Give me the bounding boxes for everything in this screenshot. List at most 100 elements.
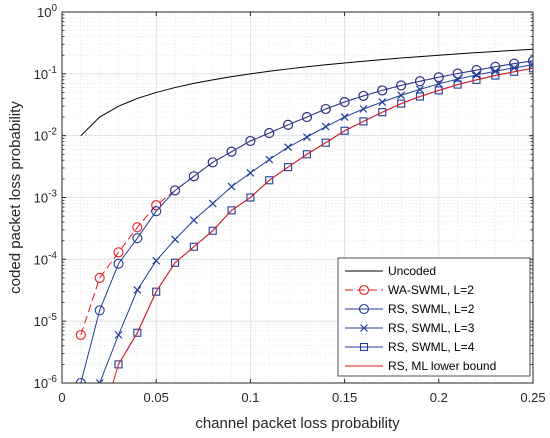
data-point-square (397, 99, 406, 108)
series-rs-swml-l-2 (75, 55, 533, 383)
data-point-square (284, 163, 293, 172)
data-point-circle (301, 112, 312, 123)
y-tick-label-exponent: -3 (48, 189, 57, 200)
data-point-x (360, 324, 368, 332)
data-point-x (302, 133, 311, 141)
data-point-square (227, 206, 236, 215)
x-tick-label: 0.15 (332, 390, 357, 405)
data-point-x (227, 182, 236, 191)
data-point-square (152, 287, 161, 296)
series-line (80, 48, 533, 137)
data-point-square (359, 342, 369, 352)
x-tick-label: 0 (58, 390, 65, 405)
data-point-x (171, 235, 179, 244)
data-point-square (246, 193, 255, 202)
legend: Uncoded WA-SWML, L=2 RS, SWML, L=2 RS, SWML… (337, 257, 531, 377)
data-point-square (133, 328, 142, 337)
data-point-x (321, 122, 330, 131)
data-point-square (453, 80, 462, 89)
y-tick-label-exponent: -1 (48, 65, 57, 76)
data-point-x (491, 67, 500, 76)
y-tick-label-base: 10 (34, 191, 48, 206)
series-rs-swml-l-3 (95, 60, 533, 383)
data-point-square (321, 138, 330, 147)
legend-box (337, 257, 531, 377)
data-point-circle (358, 90, 369, 101)
data-point-circle (264, 128, 275, 139)
data-point-circle (113, 247, 124, 258)
y-tick-label: 10-3 (34, 189, 58, 206)
y-tick-label-base: 10 (37, 5, 51, 20)
data-point-circle (132, 222, 143, 233)
x-tick-label: 0.1 (241, 390, 259, 405)
data-point-x (95, 379, 104, 383)
y-tick-label-exponent: 0 (51, 3, 57, 14)
y-tick-label: 10-4 (34, 250, 58, 267)
data-point-square (208, 226, 217, 235)
legend-entry: RS, SWML, L=4 (345, 340, 475, 354)
series-uncoded (80, 48, 533, 137)
legend-entry: RS, ML lower bound (345, 359, 496, 373)
data-point-circle (169, 185, 181, 196)
x-tick-label: 0.25 (520, 390, 545, 405)
legend-entry: RS, SWML, L=3 (345, 321, 475, 335)
legend-entry: RS, SWML, L=2 (345, 302, 475, 316)
data-point-x (378, 98, 387, 106)
data-point-circle (188, 171, 199, 182)
legend-entry: Uncoded (345, 264, 436, 278)
data-point-circle (452, 68, 463, 79)
data-point-square (528, 64, 533, 73)
data-point-circle (245, 135, 256, 147)
x-tick-label: 0.05 (144, 390, 169, 405)
data-point-x (434, 79, 443, 88)
data-point-circle (94, 305, 105, 316)
y-tick-label-base: 10 (34, 67, 48, 82)
data-point-circle (527, 55, 533, 66)
legend-label: RS, SWML, L=2 (388, 302, 475, 316)
x-tick-labels: 0 0.05 0.1 0.15 0.2 0.25 (58, 390, 545, 405)
data-point-square (340, 126, 349, 135)
data-point-circle (339, 96, 350, 108)
y-tick-label-base: 10 (34, 252, 48, 267)
data-point-square (170, 258, 180, 267)
y-tick-label: 10-1 (34, 65, 58, 82)
data-point-square (302, 150, 311, 159)
data-point-circle (433, 72, 444, 83)
data-point-x (208, 199, 217, 208)
data-point-x (529, 60, 533, 69)
legend-entry: WA-SWML, L=2 (345, 283, 474, 297)
data-point-circle (94, 272, 105, 283)
data-point-circle (207, 157, 218, 168)
data-point-x (416, 85, 424, 94)
data-point-square (359, 117, 368, 126)
data-point-circle (75, 329, 86, 340)
axis-ticks (61, 11, 534, 384)
data-point-square (472, 75, 481, 84)
data-point-circle (151, 206, 162, 217)
data-point-square (114, 360, 123, 369)
legend-label: Uncoded (388, 264, 436, 278)
legend-label: RS, SWML, L=3 (388, 321, 475, 335)
data-point-x (114, 330, 123, 339)
legend-label: RS, ML lower bound (388, 359, 496, 373)
x-axis-label: channel packet loss probability (195, 415, 400, 432)
data-point-circle (151, 200, 162, 211)
y-tick-label-exponent: -6 (48, 374, 57, 385)
data-point-square (510, 67, 519, 76)
data-point-circle (414, 76, 426, 87)
data-point-x (265, 155, 274, 164)
data-point-circle (113, 258, 124, 269)
data-point-x (397, 91, 406, 100)
y-axis-label: coded packet loss probability (7, 101, 24, 294)
data-point-circle (226, 146, 237, 157)
data-point-x (189, 216, 198, 225)
legend-label: RS, SWML, L=4 (388, 340, 475, 354)
data-point-x (246, 168, 255, 177)
series-layer (75, 48, 533, 383)
y-tick-label-base: 10 (34, 376, 48, 391)
data-point-circle (358, 303, 370, 315)
data-point-x (359, 105, 368, 113)
y-tick-label: 10-5 (34, 312, 58, 329)
